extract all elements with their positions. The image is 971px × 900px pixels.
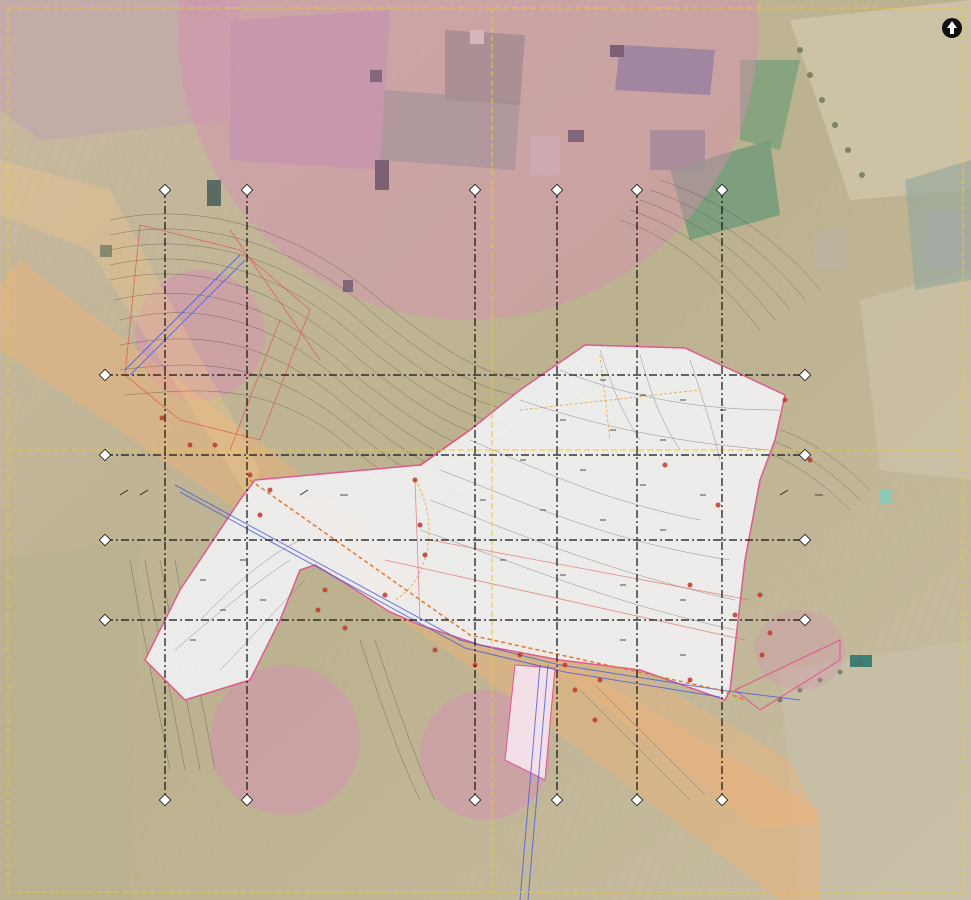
exclusion-zones [135,0,845,820]
reference-grid [105,190,805,800]
spot-elevation-ticks [119,379,823,656]
grid-markers [98,183,812,807]
survey-points [159,397,813,723]
north-arrow-icon [942,18,962,38]
roads [124,254,801,900]
access-route [249,479,746,701]
east-parcel [734,639,841,711]
south-parcel [504,664,556,781]
site-area [144,344,786,701]
